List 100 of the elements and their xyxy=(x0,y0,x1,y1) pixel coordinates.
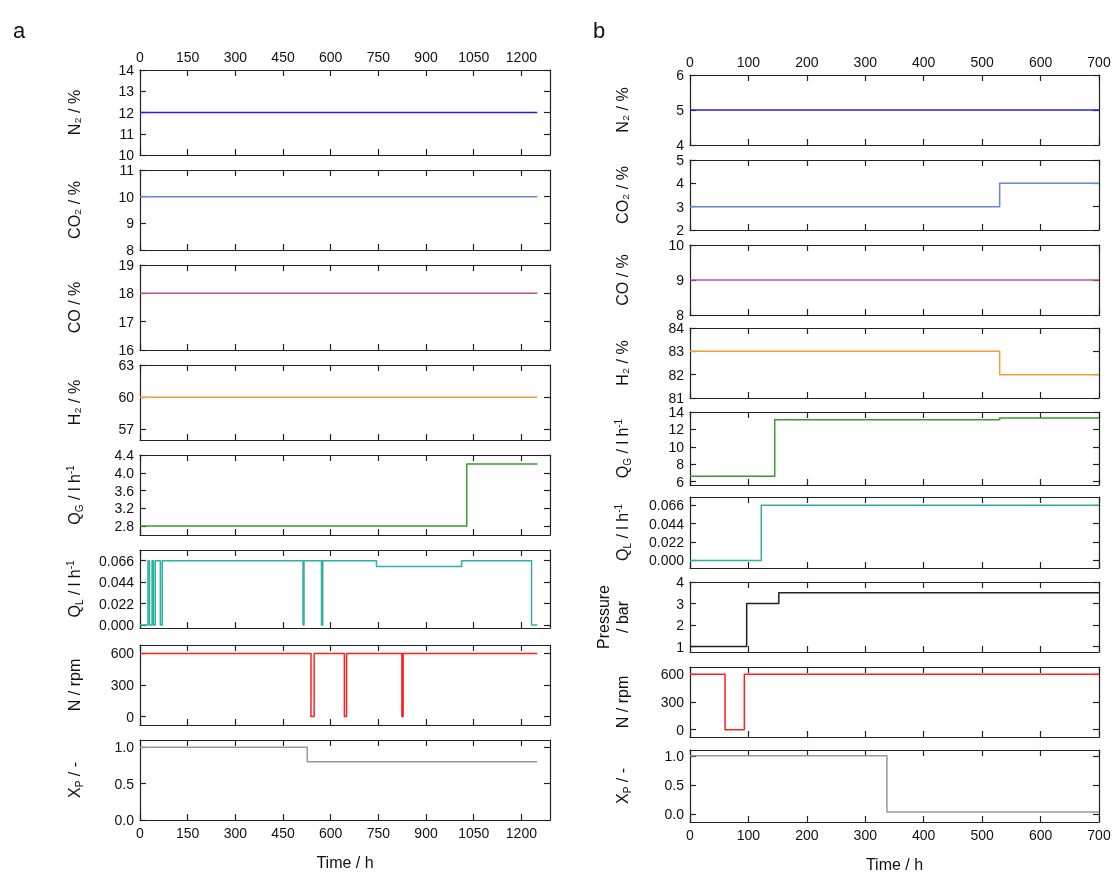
x-tick-label: 300 xyxy=(853,827,878,843)
x2-tick-label: 400 xyxy=(912,54,936,70)
y-tick-label: 3.6 xyxy=(114,482,135,499)
x-tick-label: 900 xyxy=(414,825,438,841)
x2-tick-label: 1050 xyxy=(458,49,490,65)
y-tick-label: 300 xyxy=(660,694,685,710)
x2-tick-label: 200 xyxy=(795,54,819,70)
y-tick-label: 11 xyxy=(119,125,135,142)
y-tick-label: 9 xyxy=(126,215,135,232)
y-tick-label: 5 xyxy=(676,152,685,168)
y-axis-title: XP / - xyxy=(614,767,633,804)
y-axis-title: H₂ / % xyxy=(66,379,83,426)
y-tick-label: 63 xyxy=(118,357,135,373)
y-tick-label: 14 xyxy=(118,62,135,78)
y-tick-label: 8 xyxy=(676,307,685,323)
x-axis-title: Time / h xyxy=(865,855,924,873)
y-tick-label: 3 xyxy=(676,595,685,612)
y-tick-label: 6 xyxy=(676,67,685,83)
y-tick-label: 2.8 xyxy=(114,518,135,535)
y-axis-title: QG / l h-1 xyxy=(612,418,633,479)
y-axis-title: QG / l h-1 xyxy=(64,464,85,525)
y-axis-title: N₂ / % xyxy=(614,87,631,133)
y-tick-label: 0.044 xyxy=(648,515,685,532)
x2-tick-label: 700 xyxy=(1087,54,1111,70)
y-tick-label: 2 xyxy=(676,222,685,238)
y-tick-label: 17 xyxy=(118,313,135,330)
x-tick-label: 400 xyxy=(912,827,936,843)
x2-tick-label: 100 xyxy=(736,54,761,70)
y-tick-label: 3 xyxy=(676,198,685,215)
x-tick-label: 600 xyxy=(1028,827,1053,843)
y-axis-title: CO₂ / % xyxy=(614,166,631,224)
x2-tick-label: 500 xyxy=(970,54,995,70)
y-tick-label: 0.0 xyxy=(664,806,685,823)
y-tick-label: 16 xyxy=(118,342,135,358)
y-axis-title: CO₂ / % xyxy=(66,181,83,239)
x2-tick-label: 600 xyxy=(319,49,343,65)
y-tick-label: 0.000 xyxy=(648,552,685,569)
y-tick-label: 0.044 xyxy=(98,574,135,591)
y-tick-label: 4.0 xyxy=(114,464,135,481)
y-axis-title: N₂ / % xyxy=(66,89,83,136)
x2-tick-label: 600 xyxy=(1028,54,1053,70)
y-tick-label: 1.0 xyxy=(114,739,135,756)
y-axis-title: N / rpm xyxy=(66,658,83,712)
y-tick-label: 12 xyxy=(118,104,135,121)
x-tick-label: 450 xyxy=(271,825,295,841)
x-tick-label: 700 xyxy=(1087,827,1111,843)
y-tick-label: 5 xyxy=(676,102,685,118)
x2-tick-label: 450 xyxy=(271,49,295,65)
y-tick-label: 4 xyxy=(676,175,685,192)
y-tick-label: 0 xyxy=(126,708,135,725)
x-tick-label: 150 xyxy=(175,825,200,841)
y-tick-label: 4.4 xyxy=(114,447,135,463)
y-tick-label: 4 xyxy=(676,137,685,153)
y-tick-label: 83 xyxy=(668,343,685,360)
x-axis-title: Time / h xyxy=(316,853,374,871)
x-tick-label: 200 xyxy=(795,827,819,843)
y-tick-label: 1 xyxy=(676,638,685,655)
y-tick-label: 0.022 xyxy=(648,534,685,551)
x2-tick-label: 1200 xyxy=(505,49,538,65)
y-tick-label: 60 xyxy=(118,389,135,406)
y-axis-title: H₂ / % xyxy=(614,340,631,386)
y-tick-label: 0.0 xyxy=(114,812,135,828)
y-tick-label: 300 xyxy=(110,677,135,693)
y-tick-label: 84 xyxy=(668,320,685,336)
y-tick-label: 9 xyxy=(676,272,685,288)
y-tick-label: 600 xyxy=(110,645,135,662)
y-tick-label: 57 xyxy=(118,421,135,438)
y-tick-label: 0.066 xyxy=(98,552,135,569)
y-tick-label: 14 xyxy=(668,404,685,420)
y-axis-title: CO / % xyxy=(66,281,83,334)
y-tick-label: 10 xyxy=(118,147,135,163)
x-tick-label: 0 xyxy=(136,825,145,841)
x2-tick-label: 750 xyxy=(366,49,391,65)
x-tick-label: 100 xyxy=(736,827,761,843)
x2-tick-label: 0 xyxy=(136,49,145,65)
y-tick-label: 0 xyxy=(676,721,685,738)
y-tick-label: 6 xyxy=(676,473,685,490)
y-tick-label: 2 xyxy=(676,617,685,634)
y-tick-label: 10 xyxy=(668,237,685,253)
x-tick-label: 750 xyxy=(366,825,391,841)
x2-tick-label: 0 xyxy=(686,54,695,70)
y-tick-label: 3.2 xyxy=(114,500,135,517)
y-tick-label: 4 xyxy=(676,574,685,590)
y-tick-label: 0.022 xyxy=(98,595,135,612)
y-tick-label: 18 xyxy=(118,285,135,302)
y-tick-label: 0.066 xyxy=(648,497,685,514)
chart-title: b xyxy=(593,17,606,43)
y-axis-title: CO / % xyxy=(614,254,631,306)
x-tick-label: 0 xyxy=(686,827,695,843)
y-tick-label: 10 xyxy=(118,188,135,205)
y-tick-label: 0.000 xyxy=(98,617,135,634)
y-tick-label: 0.5 xyxy=(664,777,685,794)
x2-tick-label: 150 xyxy=(175,49,200,65)
y-axis-title: QL / l h-1 xyxy=(612,503,633,562)
y-tick-label: 12 xyxy=(668,421,685,438)
y-tick-label: 82 xyxy=(668,366,685,383)
x-tick-label: 500 xyxy=(970,827,995,843)
y-tick-label: 11 xyxy=(119,162,135,178)
x2-tick-label: 900 xyxy=(414,49,438,65)
y-tick-label: 8 xyxy=(126,242,135,258)
